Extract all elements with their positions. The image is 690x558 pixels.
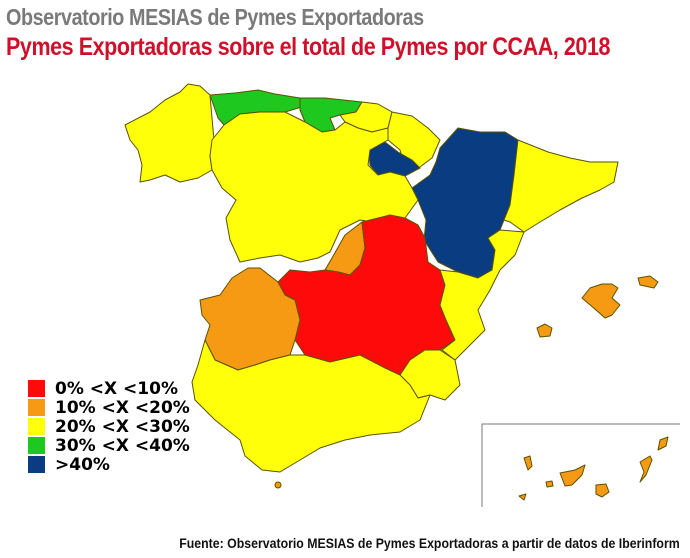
- region-mallorca: [581, 283, 621, 319]
- region-menorca: [637, 275, 659, 289]
- region-canarias-hierro: [518, 493, 527, 501]
- legend-item: 10% <X <20%: [28, 397, 190, 418]
- region-cataluna: [503, 139, 619, 233]
- legend-swatch-yellow: [28, 418, 45, 435]
- legend-label: >40%: [55, 454, 110, 475]
- region-asturias: [209, 89, 306, 126]
- legend-swatch-green: [28, 437, 45, 454]
- legend-label: 30% <X <40%: [55, 435, 190, 456]
- legend: 0% <X <10% 10% <X <20% 20% <X <30% 30% <…: [28, 378, 190, 475]
- region-canarias-fuerteventura: [639, 455, 653, 483]
- region-ibiza: [536, 323, 553, 338]
- header-title: Observatorio MESIAS de Pymes Exportadora…: [6, 4, 424, 30]
- legend-item: 0% <X <10%: [28, 378, 190, 399]
- region-canarias-la-palma: [523, 455, 533, 471]
- legend-label: 0% <X <10%: [55, 378, 178, 399]
- legend-label: 10% <X <20%: [55, 397, 190, 418]
- region-canarias-tenerife: [559, 464, 586, 487]
- legend-item: 30% <X <40%: [28, 435, 190, 456]
- region-canarias-lanzarote: [657, 436, 669, 451]
- region-canarias-gran-canaria: [595, 483, 610, 498]
- region-ceuta: [274, 481, 282, 489]
- region-la-rioja: [367, 141, 421, 177]
- region-canarias-gomera: [545, 480, 554, 488]
- region-valenciana: [439, 229, 525, 361]
- legend-label: 20% <X <30%: [55, 416, 190, 437]
- region-andalucia: [191, 339, 431, 473]
- region-cantabria: [299, 97, 363, 133]
- region-castilla-leon: [209, 111, 419, 263]
- canarias-inset-frame: [481, 423, 680, 507]
- header-subtitle: Pymes Exportadoras sobre el total de Pym…: [6, 33, 611, 61]
- legend-swatch-orange: [28, 399, 45, 416]
- region-galicia: [124, 83, 215, 183]
- source-note: Fuente: Observatorio MESIAS de Pymes Exp…: [179, 535, 680, 551]
- legend-swatch-red: [28, 380, 45, 397]
- legend-item: 20% <X <30%: [28, 416, 190, 437]
- legend-swatch-blue: [28, 456, 45, 473]
- legend-item: >40%: [28, 454, 190, 475]
